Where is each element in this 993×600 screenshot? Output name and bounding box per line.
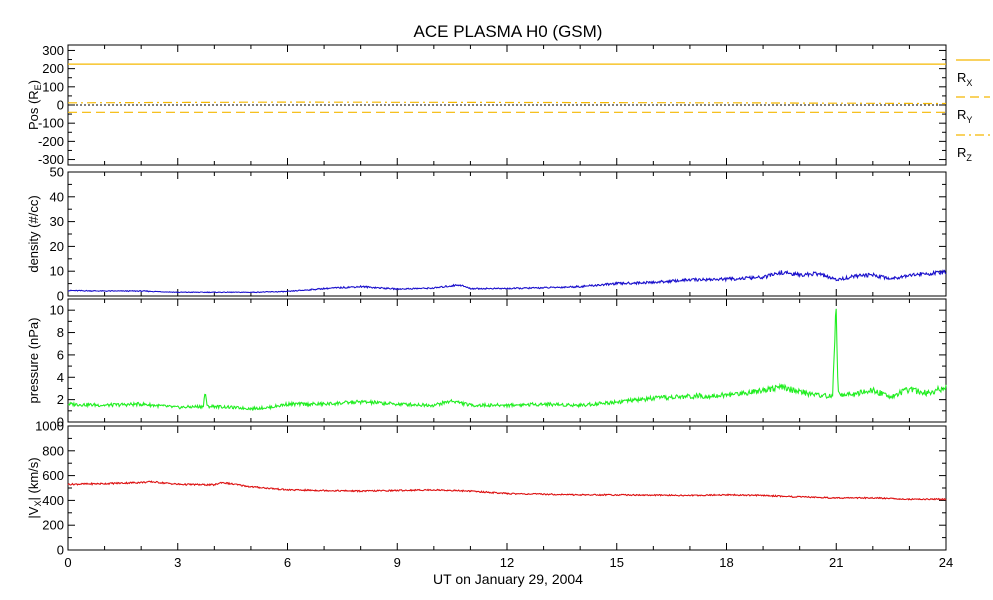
y-tick-label: 100 xyxy=(42,79,64,94)
series-density xyxy=(68,269,947,294)
y-tick-label: -300 xyxy=(38,152,64,167)
panel-frame xyxy=(67,425,947,551)
y-tick-label: 10 xyxy=(50,303,64,318)
x-tick-label: 21 xyxy=(829,555,843,570)
y-axis-label: Pos (RE) xyxy=(26,80,43,130)
x-tick-label: 18 xyxy=(719,555,733,570)
y-tick-label: 300 xyxy=(42,43,64,58)
x-axis-label: UT on January 29, 2004 xyxy=(433,571,583,587)
y-tick-label: 800 xyxy=(42,443,64,458)
x-tick-label: 15 xyxy=(610,555,624,570)
y-tick-label: 0 xyxy=(57,415,64,430)
y-tick-label: 6 xyxy=(57,347,64,362)
y-tick-label: 2 xyxy=(57,392,64,407)
y-tick-label: 4 xyxy=(57,370,64,385)
x-tick-label: 6 xyxy=(284,555,291,570)
y-tick-label: 600 xyxy=(42,468,64,483)
y-tick-label: -100 xyxy=(38,116,64,131)
x-tick-label: 12 xyxy=(500,555,514,570)
y-tick-label: 1000 xyxy=(35,419,64,434)
y-axis-label: |VX| (km/s) xyxy=(26,457,43,518)
y-tick-label: 200 xyxy=(42,61,64,76)
y-tick-label: -200 xyxy=(38,134,64,149)
series-pressure xyxy=(67,308,947,412)
y-tick-label: 50 xyxy=(50,165,64,180)
series-vx xyxy=(67,480,947,501)
x-tick-label: 9 xyxy=(394,555,401,570)
series-rz xyxy=(68,101,946,105)
panel-pos: -300 -200 -100 0 100 200 300 Pos (RE) RX RY RZ xyxy=(26,43,990,167)
y-tick-label: 200 xyxy=(42,518,64,533)
panel-density: 0 10 20 30 40 50 density (#/cc) xyxy=(26,165,947,304)
y-tick-label: 0 xyxy=(57,543,64,558)
y-tick-label: 40 xyxy=(50,189,64,204)
panel-frame xyxy=(67,298,947,423)
x-tick-label: 24 xyxy=(939,555,953,570)
y-tick-label: 0 xyxy=(57,98,64,113)
legend-label-rx: RX xyxy=(957,70,972,88)
panel-pressure: 0 2 4 6 8 10 pressure (nPa) xyxy=(26,298,947,430)
x-tick-label: 3 xyxy=(174,555,181,570)
legend-label-ry: RY xyxy=(957,107,972,125)
y-tick-label: 400 xyxy=(42,493,64,508)
legend-label-rz: RZ xyxy=(957,145,972,163)
panel-vx: 0 200 400 600 800 1000 |VX| (km/s) xyxy=(26,419,947,558)
chart-title: ACE PLASMA H0 (GSM) xyxy=(414,22,603,41)
y-tick-label: 20 xyxy=(50,239,64,254)
y-tick-label: 30 xyxy=(50,214,64,229)
y-axis-label: density (#/cc) xyxy=(26,195,41,272)
panel-frame xyxy=(67,171,947,297)
y-tick-label: 0 xyxy=(57,289,64,304)
y-tick-label: 8 xyxy=(57,325,64,340)
y-tick-label: 10 xyxy=(50,264,64,279)
panel-frame xyxy=(67,44,947,166)
x-tick-label: 0 xyxy=(64,555,71,570)
x-axis: 0 3 6 9 12 15 18 21 24 xyxy=(64,555,953,570)
y-axis-label: pressure (nPa) xyxy=(26,318,41,404)
